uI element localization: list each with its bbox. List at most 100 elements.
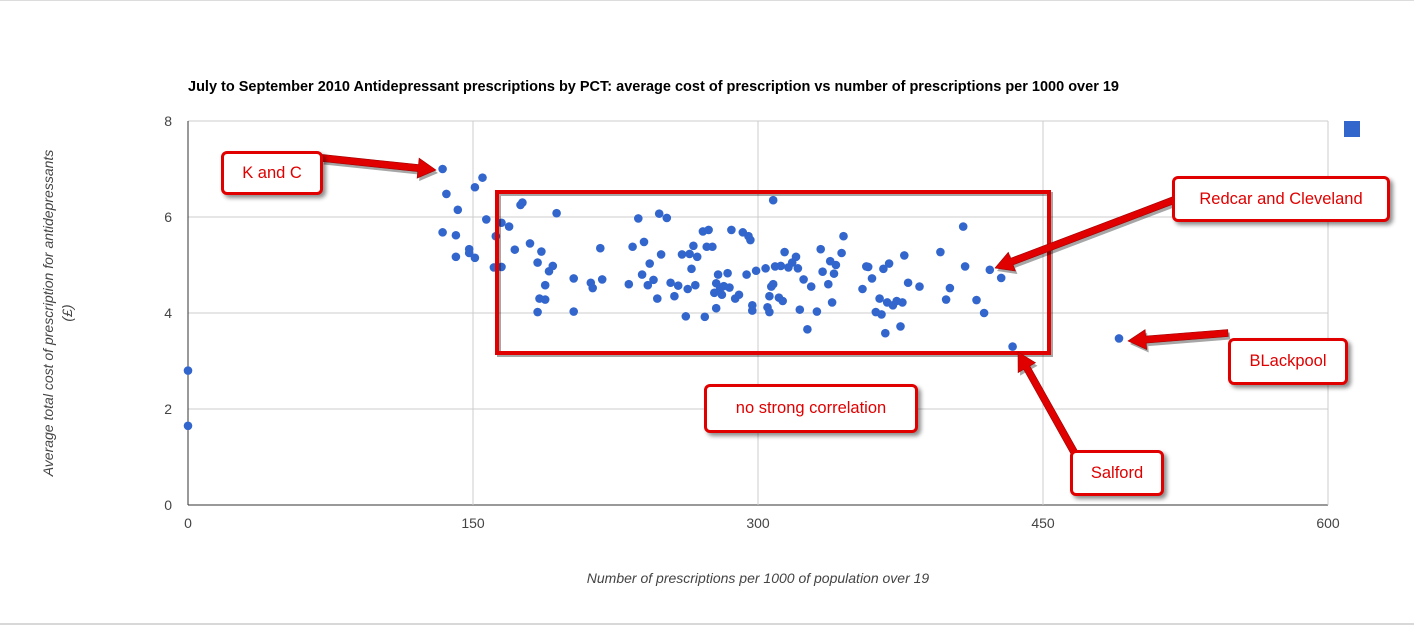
cluster-box-shadow xyxy=(497,192,1053,357)
data-point xyxy=(799,275,808,284)
x-tick-label: 0 xyxy=(184,515,192,531)
data-point xyxy=(711,303,721,313)
data-point xyxy=(645,259,654,268)
data-point xyxy=(816,244,825,254)
annotation-shapes xyxy=(495,190,1053,357)
data-point xyxy=(470,182,480,192)
data-point xyxy=(727,225,736,235)
data-point xyxy=(996,273,1006,283)
data-point xyxy=(596,243,605,253)
data-point xyxy=(510,245,520,254)
x-tick-label: 450 xyxy=(1031,515,1055,531)
data-point xyxy=(903,278,913,288)
data-point xyxy=(681,312,691,321)
y-tick-label: 4 xyxy=(164,305,172,321)
data-point xyxy=(464,248,474,258)
y-tick-label: 2 xyxy=(164,401,172,417)
data-point xyxy=(451,252,461,262)
data-point xyxy=(639,237,649,247)
data-point xyxy=(670,291,679,301)
data-point xyxy=(867,274,877,283)
data-point xyxy=(662,213,672,223)
data-point xyxy=(941,295,951,304)
data-point xyxy=(540,295,550,304)
data-point xyxy=(597,275,607,284)
gridlines xyxy=(187,120,1329,506)
data-point xyxy=(824,279,833,289)
data-point xyxy=(643,280,653,290)
callout-blackpool: BLackpool xyxy=(1228,338,1348,385)
callout-no-strong-correlation: no strong correlation xyxy=(704,384,918,433)
data-point xyxy=(827,298,837,307)
data-point xyxy=(438,228,447,237)
data-point xyxy=(985,265,995,275)
data-point xyxy=(708,242,717,252)
data-point xyxy=(960,262,970,271)
data-point xyxy=(548,261,558,271)
data-point xyxy=(533,258,542,267)
data-point xyxy=(504,222,514,231)
data-point xyxy=(875,294,884,303)
data-point xyxy=(768,279,778,289)
data-point xyxy=(936,247,945,257)
data-point xyxy=(666,278,675,288)
x-tick-label: 300 xyxy=(746,515,770,531)
data-point xyxy=(791,252,801,262)
data-point xyxy=(497,262,506,272)
data-point xyxy=(689,241,698,251)
data-point xyxy=(673,281,683,290)
data-point xyxy=(588,283,597,293)
data-point xyxy=(518,198,527,207)
data-point xyxy=(624,279,634,289)
data-point xyxy=(972,295,981,305)
data-point xyxy=(751,266,761,276)
y-tick-label: 6 xyxy=(164,209,172,225)
data-point xyxy=(634,214,643,223)
data-point xyxy=(653,294,662,303)
data-point xyxy=(442,189,451,199)
data-point xyxy=(656,250,666,259)
data-point xyxy=(525,239,535,248)
data-point xyxy=(915,282,924,291)
data-point xyxy=(795,305,805,314)
arrow-redcar xyxy=(994,196,1176,272)
data-point xyxy=(742,270,751,279)
x-axis-label: Number of prescriptions per 1000 of popu… xyxy=(586,570,930,586)
data-point xyxy=(470,253,480,263)
data-point xyxy=(692,252,702,262)
data-point xyxy=(768,195,778,205)
x-tick-label: 600 xyxy=(1316,515,1340,531)
data-point xyxy=(453,205,463,215)
data-points xyxy=(183,164,1124,431)
legend-swatch xyxy=(1344,121,1360,137)
data-point xyxy=(881,328,890,338)
callout-k-and-c: K and C xyxy=(221,151,323,195)
data-point xyxy=(552,208,561,218)
data-point xyxy=(704,225,713,235)
data-point xyxy=(877,310,886,319)
data-point xyxy=(818,267,827,277)
data-point xyxy=(896,322,905,331)
data-point xyxy=(683,284,692,294)
data-point xyxy=(780,247,789,257)
data-point xyxy=(497,218,506,228)
data-point xyxy=(858,284,867,294)
data-point xyxy=(806,282,816,291)
data-point xyxy=(677,250,687,259)
data-point xyxy=(839,231,848,241)
annotation-arrows xyxy=(321,154,1231,457)
data-point xyxy=(183,366,193,375)
data-point xyxy=(723,268,732,278)
data-point xyxy=(761,264,770,273)
data-point xyxy=(569,307,578,316)
data-point xyxy=(654,209,664,218)
data-point xyxy=(945,283,955,293)
data-point xyxy=(183,421,193,431)
data-point xyxy=(884,259,894,268)
data-point xyxy=(717,290,727,300)
data-point xyxy=(725,283,734,292)
data-point xyxy=(713,270,723,279)
data-point xyxy=(569,274,578,283)
y-tick-label: 0 xyxy=(164,497,172,513)
